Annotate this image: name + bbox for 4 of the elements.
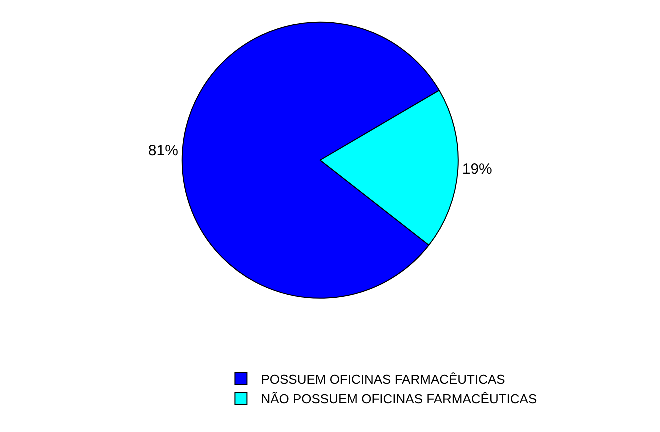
data-label: 19% — [462, 161, 492, 178]
data-label: 81% — [148, 142, 178, 160]
legend-label: POSSUEM OFICINAS FARMACÊUTICAS — [261, 372, 506, 387]
legend-label: NÃO POSSUEM OFICINAS FARMACÊUTICAS — [261, 392, 538, 407]
